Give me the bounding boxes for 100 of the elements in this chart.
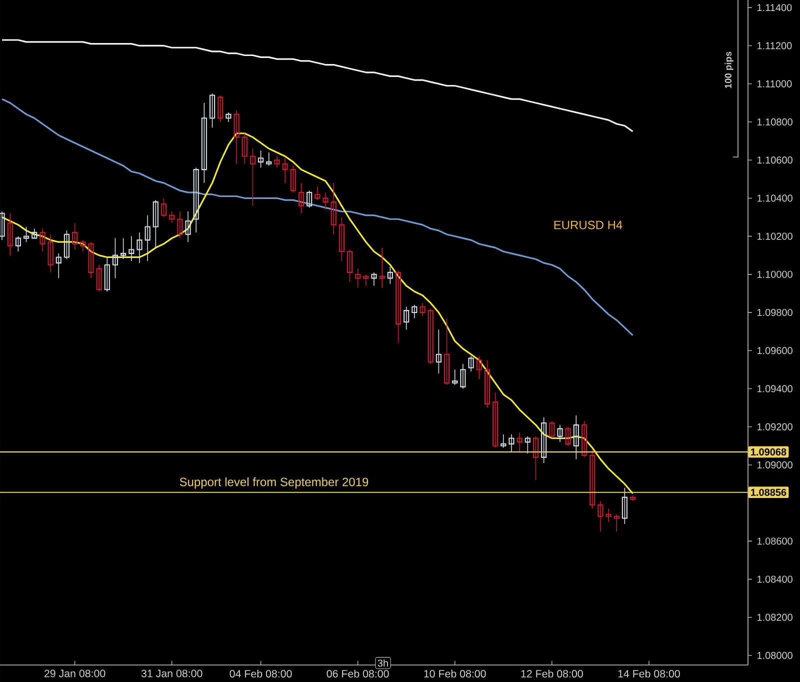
candlestick bbox=[404, 306, 410, 330]
candlestick bbox=[573, 414, 579, 460]
candlestick bbox=[266, 152, 272, 166]
y-tick-label: 1.08600 bbox=[757, 538, 792, 545]
candlestick bbox=[7, 213, 13, 256]
candlestick bbox=[371, 272, 377, 286]
candlestick bbox=[88, 242, 94, 279]
candlestick bbox=[363, 274, 369, 286]
candlestick bbox=[242, 132, 248, 164]
candlestick bbox=[524, 436, 530, 454]
x-tick-label: 31 Jan 08:00 bbox=[141, 670, 202, 678]
candlestick bbox=[40, 228, 46, 252]
x-tick-label: 14 Feb 08:00 bbox=[618, 670, 680, 678]
candlestick bbox=[492, 392, 498, 448]
candlestick bbox=[581, 420, 588, 458]
candlestick bbox=[395, 270, 402, 344]
candlestick bbox=[614, 514, 620, 532]
candlestick bbox=[48, 234, 54, 273]
candlestick bbox=[56, 253, 62, 279]
candlestick bbox=[112, 238, 118, 279]
candlestick bbox=[80, 240, 86, 252]
candlestick bbox=[322, 192, 328, 210]
y-tick-label: 1.11200 bbox=[757, 42, 792, 50]
x-tick-label: 29 Jan 08:00 bbox=[44, 670, 106, 678]
candlestick bbox=[218, 94, 224, 122]
candlestick bbox=[412, 304, 418, 319]
y-tick-label: 1.10200 bbox=[757, 232, 792, 240]
annotation: Support level from September 2019 bbox=[180, 477, 368, 489]
y-tick-label: 1.09800 bbox=[757, 308, 792, 316]
candlestick bbox=[201, 102, 207, 184]
candlestick bbox=[282, 158, 288, 184]
candlestick bbox=[72, 222, 78, 250]
candlestick bbox=[250, 148, 256, 206]
candlestick bbox=[104, 256, 110, 292]
candlestick bbox=[468, 356, 474, 372]
candlestick bbox=[32, 228, 38, 239]
candlestick bbox=[234, 110, 240, 164]
x-tick-label: 06 Feb 08:00 bbox=[326, 670, 389, 678]
candlestick bbox=[298, 182, 304, 214]
y-tick-label: 1.09400 bbox=[757, 385, 792, 392]
candlestick bbox=[330, 182, 336, 235]
candlestick bbox=[185, 211, 191, 242]
candlestick bbox=[177, 211, 183, 239]
ref-line-label: 1.09068 bbox=[751, 448, 786, 456]
candlestick bbox=[128, 236, 134, 262]
candlestick bbox=[226, 112, 232, 122]
candlestick bbox=[622, 487, 628, 524]
y-tick-label: 1.09200 bbox=[757, 423, 792, 430]
candlestick bbox=[0, 211, 5, 240]
candlestick bbox=[290, 165, 296, 193]
candlestick bbox=[436, 329, 442, 374]
y-tick-label: 1.10400 bbox=[757, 194, 792, 202]
candlestick bbox=[460, 364, 466, 390]
x-tick-label: 10 Feb 08:00 bbox=[424, 670, 486, 678]
candlestick bbox=[152, 200, 158, 248]
y-tick-label: 1.08000 bbox=[757, 652, 792, 660]
candlestick bbox=[606, 508, 612, 522]
y-tick-label: 1.09000 bbox=[757, 461, 792, 468]
candlestick bbox=[169, 211, 175, 224]
y-tick-label: 1.08200 bbox=[757, 614, 792, 621]
candlestick bbox=[209, 92, 216, 128]
y-tick-label: 1.10600 bbox=[757, 156, 792, 164]
y-tick-label: 1.10800 bbox=[757, 118, 792, 126]
candlestick bbox=[314, 186, 320, 200]
candlestick bbox=[355, 268, 361, 288]
candlestick bbox=[557, 424, 563, 442]
candlestick bbox=[387, 266, 393, 284]
x-tick-label: 04 Feb 08:00 bbox=[230, 670, 292, 678]
candlestick bbox=[420, 302, 426, 317]
ref-line-label: 1.08856 bbox=[751, 488, 786, 496]
candlestick bbox=[452, 369, 458, 386]
candlestick bbox=[136, 232, 142, 264]
candlestick bbox=[96, 264, 102, 292]
candlestick bbox=[516, 432, 522, 452]
candlestick bbox=[258, 150, 264, 168]
candlestick bbox=[500, 434, 506, 448]
candlestick bbox=[484, 360, 490, 408]
candlestick bbox=[120, 238, 126, 260]
annotation: EURUSD H4 bbox=[554, 220, 622, 230]
candlestick bbox=[590, 449, 596, 510]
candlestick bbox=[15, 236, 21, 252]
candlestick bbox=[508, 434, 514, 452]
y-tick-label: 1.11400 bbox=[757, 4, 792, 12]
candlestick bbox=[379, 247, 385, 288]
candlestick bbox=[541, 416, 547, 464]
candlestick bbox=[346, 249, 353, 282]
y-tick-label: 1.08400 bbox=[757, 576, 792, 583]
candlestick bbox=[193, 167, 199, 233]
candlestick bbox=[444, 318, 450, 386]
candlestick bbox=[549, 420, 555, 439]
candlestick bbox=[428, 308, 434, 364]
text: 100 pips bbox=[724, 52, 734, 88]
candlestick bbox=[160, 198, 167, 218]
candlestick bbox=[64, 230, 70, 260]
x-tick-label: 12 Feb 08:00 bbox=[521, 670, 583, 678]
candlestick bbox=[338, 216, 344, 262]
annotation: 3h bbox=[378, 659, 388, 667]
candlestick bbox=[598, 500, 604, 532]
y-tick-label: 1.09600 bbox=[757, 347, 792, 354]
candlestick bbox=[274, 156, 280, 168]
